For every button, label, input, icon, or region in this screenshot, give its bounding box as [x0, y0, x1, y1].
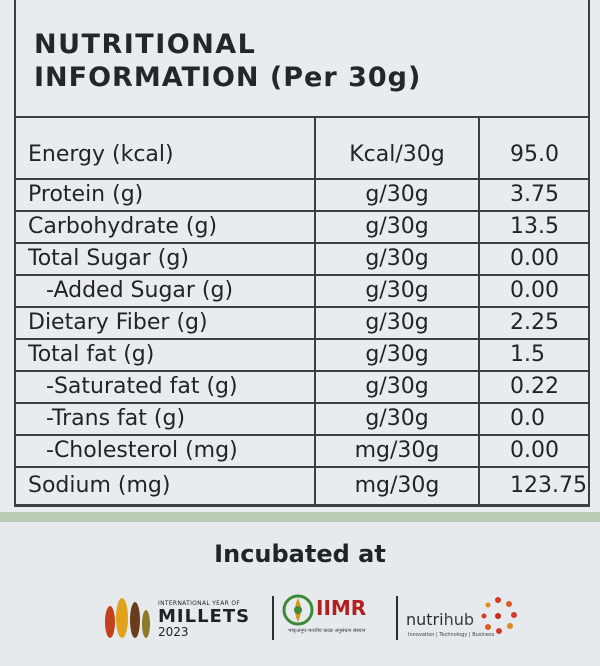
nutrient-name: -Cholesterol (mg) — [14, 434, 316, 468]
nutrient-value: 13.5 — [478, 210, 590, 244]
title-line-2: INFORMATION (Per 30g) — [34, 62, 422, 93]
nutrient-unit: g/30g — [314, 210, 480, 244]
nutrient-value: 1.5 — [478, 338, 590, 372]
incubated-label: Incubated at — [214, 540, 386, 568]
nutrient-row: Carbohydrate (g) g/30g 13.5 — [14, 210, 590, 244]
nutrient-name: -Added Sugar (g) — [14, 274, 316, 308]
nutrient-value: 0.00 — [478, 434, 590, 468]
nutrient-unit: Kcal/30g — [314, 116, 480, 180]
nutrient-unit: g/30g — [314, 178, 480, 212]
partner-logos: INTERNATIONAL YEAR OF MILLETS 2023 IIMR … — [0, 590, 600, 660]
logo-separator — [396, 596, 398, 640]
iimr-subtitle: भाकृअनुप-भारतीय कदन्न अनुसंधान संस्थान — [288, 628, 366, 634]
nutrient-unit: g/30g — [314, 306, 480, 340]
nutrient-row: Protein (g) g/30g 3.75 — [14, 178, 590, 212]
page-title: NUTRITIONAL INFORMATION (Per 30g) — [34, 28, 421, 94]
nutrient-value: 3.75 — [478, 178, 590, 212]
nutrient-name: Total fat (g) — [14, 338, 316, 372]
nutrient-value: 95.0 — [478, 116, 590, 180]
title-line-1: NUTRITIONAL — [34, 29, 257, 60]
nutrient-value: 123.75 — [478, 466, 590, 506]
nutrient-name: -Trans fat (g) — [14, 402, 316, 436]
millets-2023-logo: INTERNATIONAL YEAR OF MILLETS 2023 — [100, 594, 270, 648]
iimr-name: IIMR — [316, 596, 367, 620]
nutrient-unit: g/30g — [314, 274, 480, 308]
nutrient-unit: mg/30g — [314, 466, 480, 506]
nutrient-row: -Trans fat (g) g/30g 0.0 — [14, 402, 590, 436]
nutrient-name: Total Sugar (g) — [14, 242, 316, 276]
nutrient-name: Energy (kcal) — [14, 116, 316, 180]
nutrient-row: -Added Sugar (g) g/30g 0.00 — [14, 274, 590, 308]
nutrihub-dots-icon — [481, 597, 517, 634]
nutrient-unit: g/30g — [314, 370, 480, 404]
logo-separator — [272, 596, 274, 640]
nutrient-row: Energy (kcal) Kcal/30g 95.0 — [14, 116, 590, 180]
nutrient-row: Total Sugar (g) g/30g 0.00 — [14, 242, 590, 276]
nutrient-name: Protein (g) — [14, 178, 316, 212]
nutrihub-logo: nutrihub Innovation | Technology | Busin… — [404, 594, 524, 648]
nutrihub-name-a: nutri — [406, 610, 444, 629]
millets-big-text: MILLETS — [158, 606, 251, 627]
nutrient-value: 0.0 — [478, 402, 590, 436]
nutrient-row: -Cholesterol (mg) mg/30g 0.00 — [14, 434, 590, 468]
nutrient-row: Dietary Fiber (g) g/30g 2.25 — [14, 306, 590, 340]
millets-small-text: INTERNATIONAL YEAR OF — [158, 600, 241, 607]
nutrient-row: Total fat (g) g/30g 1.5 — [14, 338, 590, 372]
nutrient-name: Dietary Fiber (g) — [14, 306, 316, 340]
nutrient-unit: g/30g — [314, 242, 480, 276]
nutrient-unit: g/30g — [314, 338, 480, 372]
iimr-logo: IIMR भाकृअनुप-भारतीय कदन्न अनुसंधान संस्… — [282, 594, 392, 648]
millets-year-text: 2023 — [158, 625, 189, 639]
nutrient-value: 0.22 — [478, 370, 590, 404]
iimr-emblem-icon — [282, 594, 314, 626]
millet-grains-icon — [105, 598, 150, 638]
nutrient-row: Sodium (mg) mg/30g 123.75 — [14, 466, 590, 506]
nutrihub-tagline: Innovation | Technology | Business — [408, 632, 495, 638]
green-divider — [0, 512, 600, 522]
nutrition-table: Energy (kcal) Kcal/30g 95.0 Protein (g) g/30… — [14, 116, 590, 506]
nutrient-value: 2.25 — [478, 306, 590, 340]
nutrient-unit: mg/30g — [314, 434, 480, 468]
nutrient-name: Sodium (mg) — [14, 466, 316, 506]
nutrient-name: Carbohydrate (g) — [14, 210, 316, 244]
nutrient-value: 0.00 — [478, 274, 590, 308]
nutrient-row: -Saturated fat (g) g/30g 0.22 — [14, 370, 590, 404]
nutrient-name: -Saturated fat (g) — [14, 370, 316, 404]
nutrient-value: 0.00 — [478, 242, 590, 276]
nutrient-unit: g/30g — [314, 402, 480, 436]
nutrihub-name-b: hub — [443, 610, 475, 629]
